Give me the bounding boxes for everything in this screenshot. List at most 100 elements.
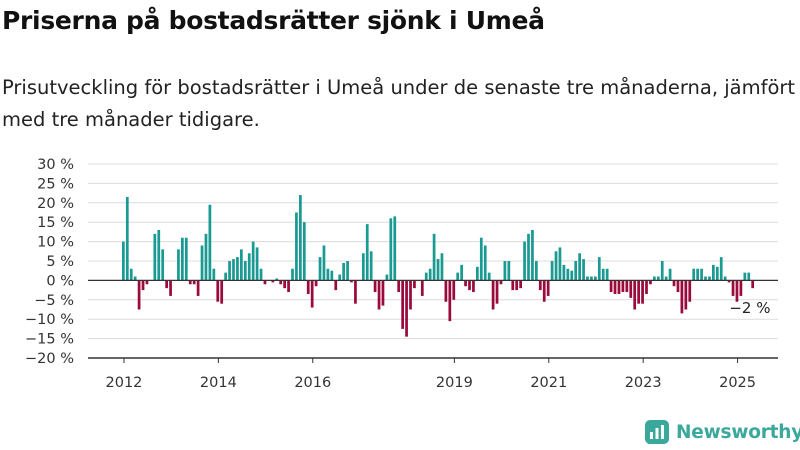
- bar: [692, 268, 696, 281]
- bar: [251, 241, 255, 281]
- bar: [649, 280, 652, 285]
- bar: [125, 196, 129, 281]
- bar: [704, 276, 707, 281]
- last-value-annotation: −2 %: [729, 299, 770, 317]
- bar: [291, 268, 294, 281]
- y-tick-label: 20 %: [37, 196, 74, 212]
- newsworthy-brand[interactable]: Newsworthy: [644, 419, 800, 445]
- y-tick-label: 5 %: [46, 254, 74, 270]
- bar: [153, 233, 157, 281]
- bar: [432, 233, 436, 281]
- bar: [700, 268, 703, 281]
- bar: [141, 280, 145, 291]
- bar: [558, 247, 562, 281]
- bar: [397, 280, 401, 293]
- bar: [570, 270, 574, 281]
- bar: [385, 274, 389, 281]
- x-tick-label: 2016: [294, 375, 331, 391]
- bar: [247, 253, 251, 281]
- bar: [181, 237, 184, 281]
- y-tick-label: −5 %: [34, 293, 74, 309]
- bar: [212, 268, 216, 281]
- bar: [538, 280, 542, 291]
- bar: [279, 280, 283, 285]
- bar: [688, 280, 692, 302]
- bar: [401, 280, 404, 329]
- bar: [263, 280, 267, 285]
- bar: [224, 272, 227, 281]
- bar: [413, 280, 416, 289]
- bar: [727, 280, 731, 283]
- bar: [605, 268, 609, 281]
- x-tick-label: 2012: [106, 375, 143, 391]
- bar: [562, 264, 566, 281]
- bar: [676, 280, 680, 293]
- bar: [617, 280, 621, 294]
- bar: [243, 261, 247, 281]
- bar: [660, 261, 664, 281]
- bar: [188, 280, 192, 285]
- bar: [330, 270, 334, 281]
- bar: [680, 280, 684, 314]
- y-tick-label: −15 %: [25, 332, 74, 348]
- bar: [684, 280, 688, 310]
- bar: [259, 268, 263, 281]
- brand-name: Newsworthy: [676, 421, 800, 443]
- bar: [597, 257, 601, 281]
- bar: [531, 229, 534, 281]
- bar: [184, 237, 188, 281]
- x-tick-label: 2014: [200, 375, 237, 391]
- bar: [342, 262, 345, 281]
- bar: [594, 276, 597, 281]
- bar: [129, 268, 133, 281]
- bar: [322, 245, 326, 281]
- bar: [664, 276, 668, 281]
- bar: [420, 280, 424, 296]
- bar: [287, 280, 290, 293]
- bar: [633, 280, 637, 310]
- y-tick-label: 25 %: [37, 176, 74, 192]
- bar: [464, 280, 467, 287]
- bar: [169, 280, 172, 296]
- bar: [271, 280, 275, 283]
- bar: [456, 272, 460, 281]
- bar: [220, 280, 224, 304]
- bar: [751, 280, 755, 289]
- bar: [546, 280, 550, 296]
- bar: [361, 253, 365, 281]
- bar: [601, 268, 605, 281]
- bar: [503, 261, 507, 281]
- bar: [228, 261, 231, 281]
- bar: [369, 251, 373, 281]
- x-axis-labels: 2012 2014 2016 2019 2021 2023 2025: [106, 358, 756, 391]
- bar: [743, 272, 747, 281]
- bar: [468, 280, 471, 291]
- bar: [696, 268, 699, 281]
- bar: [574, 261, 578, 281]
- bar: [499, 280, 503, 285]
- bar: [452, 280, 456, 300]
- bar: [314, 280, 318, 287]
- bar: [354, 280, 357, 304]
- bar: [621, 280, 625, 293]
- bar: [200, 245, 204, 281]
- bar: [377, 280, 381, 310]
- bar: [629, 280, 633, 298]
- bar: [625, 280, 629, 293]
- chart-subtitle: Prisutveckling för bostadsrätter i Umeå …: [2, 76, 796, 131]
- bar: [515, 280, 519, 291]
- bars: [122, 195, 755, 337]
- bar: [653, 276, 656, 281]
- x-tick-label: 2019: [436, 375, 473, 391]
- bar: [712, 264, 715, 281]
- bar: [236, 257, 239, 281]
- y-tick-label: 30 %: [37, 157, 74, 173]
- y-axis-labels: 30 % 25 % 20 % 15 % 10 % 5 % 0 % −5 % −10 % −15 %…: [25, 157, 74, 367]
- bar: [656, 276, 660, 281]
- bar: [393, 216, 397, 281]
- bar: [747, 272, 751, 281]
- bar: [578, 253, 581, 281]
- bar: [204, 233, 208, 281]
- bar: [338, 274, 342, 281]
- bar: [476, 266, 479, 281]
